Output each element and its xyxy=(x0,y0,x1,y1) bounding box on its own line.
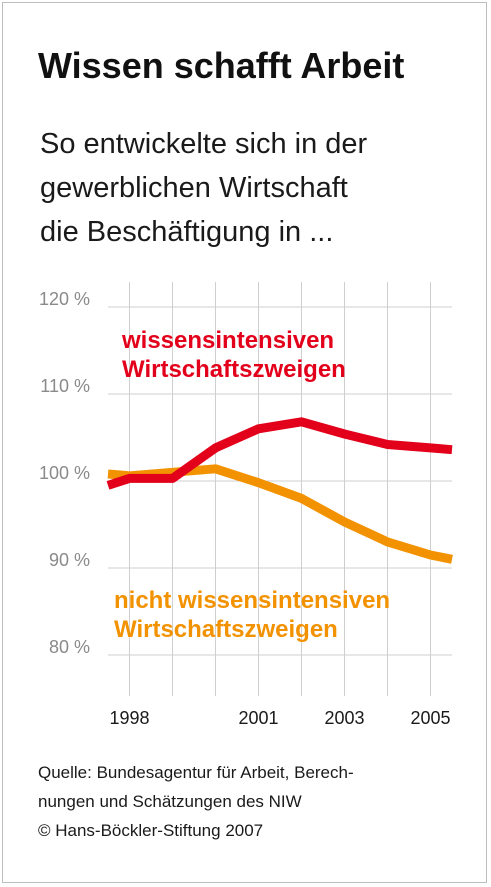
series-label: wissensintensiven Wirtschaftszweigen xyxy=(121,327,346,383)
series-label: nicht wissensintensiven Wirtschaftszweige… xyxy=(114,587,390,643)
y-tick-label: 90 % xyxy=(49,550,90,570)
source-line: nungen und Schätzungen des NIW xyxy=(38,792,302,811)
series-labels: wissensintensiven Wirtschaftszweigennicht… xyxy=(114,327,390,643)
series-label-line: Wirtschaftszweigen xyxy=(122,356,346,383)
subtitle-line: die Beschäftigung in ... xyxy=(40,216,334,248)
series-label-line: nicht wissensintensiven xyxy=(114,587,390,614)
x-tick-label: 2003 xyxy=(324,708,364,728)
subtitle-line: gewerblichen Wirtschaft xyxy=(40,172,348,204)
source-note: Quelle: Bundesagentur für Arbeit, Berech… xyxy=(38,758,468,845)
series-label-line: Wirtschaftszweigen xyxy=(114,616,338,643)
x-axis-tick-labels: 1998 2001 2003 2005 xyxy=(109,708,450,728)
y-tick-label: 110 % xyxy=(40,376,90,396)
series-label-line: wissensintensiven xyxy=(121,327,334,354)
series-line xyxy=(106,417,453,490)
chart-title: Wissen schafft Arbeit xyxy=(38,45,405,86)
y-tick-label: 100 % xyxy=(39,463,90,483)
x-tick-label: 1998 xyxy=(109,708,149,728)
x-tick-label: 2001 xyxy=(238,708,278,728)
series-lines xyxy=(106,417,453,564)
x-tick-label: 2005 xyxy=(410,708,450,728)
source-line: © Hans-Böckler-Stiftung 2007 xyxy=(38,821,264,840)
source-line: Quelle: Bundesagentur für Arbeit, Berech… xyxy=(38,763,354,782)
y-axis-tick-labels: 80 % 90 % 100 % 110 % 120 % xyxy=(39,289,90,657)
chart-subtitle: So entwickelte sich in der gewerblichen … xyxy=(40,122,470,254)
y-tick-label: 80 % xyxy=(49,637,90,657)
y-tick-label: 120 % xyxy=(39,289,90,309)
subtitle-line: So entwickelte sich in der xyxy=(40,128,368,160)
vertical-gridlines xyxy=(129,282,431,696)
